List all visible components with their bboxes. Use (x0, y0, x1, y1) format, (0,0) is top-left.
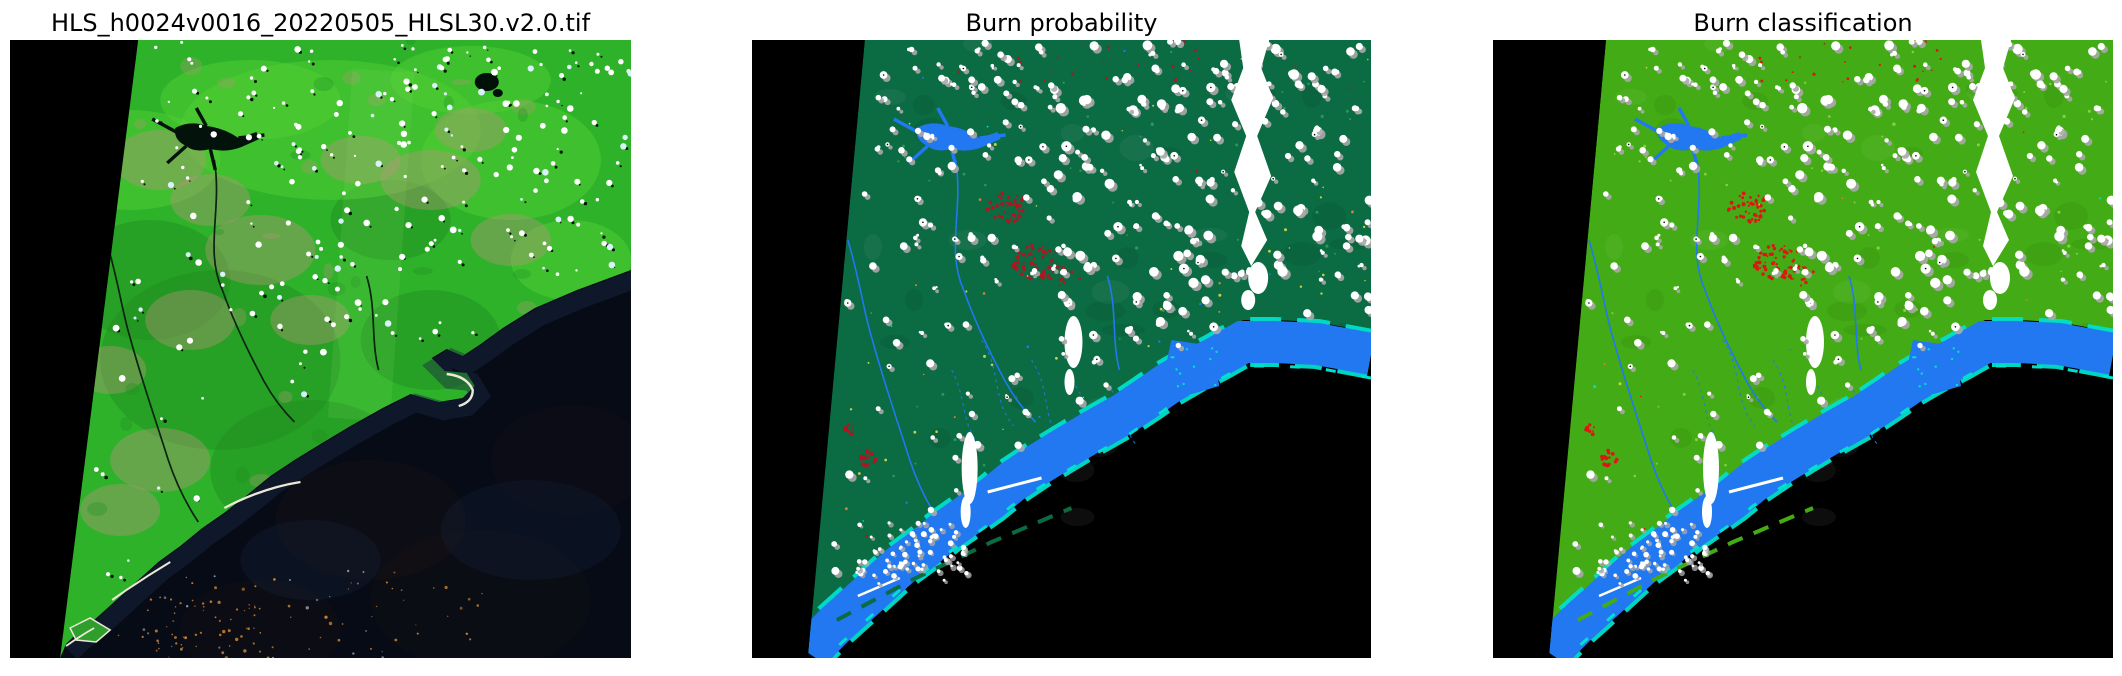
panel-hls-tile: HLS_h0024v0016_20220505_HLSL30.v2.0.tif (10, 9, 631, 658)
panel-title: HLS_h0024v0016_20220505_HLSL30.v2.0.tif (50, 9, 591, 37)
burn-probability-image (752, 40, 1371, 658)
satellite-image (10, 40, 631, 658)
panel-burn-probability: Burn probability (752, 9, 1371, 658)
panel-title: Burn classification (1693, 9, 1913, 37)
burn-classification-image (1493, 40, 2113, 658)
panel-title: Burn probability (965, 9, 1158, 37)
panel-burn-classification: Burn classification (1493, 9, 2113, 658)
